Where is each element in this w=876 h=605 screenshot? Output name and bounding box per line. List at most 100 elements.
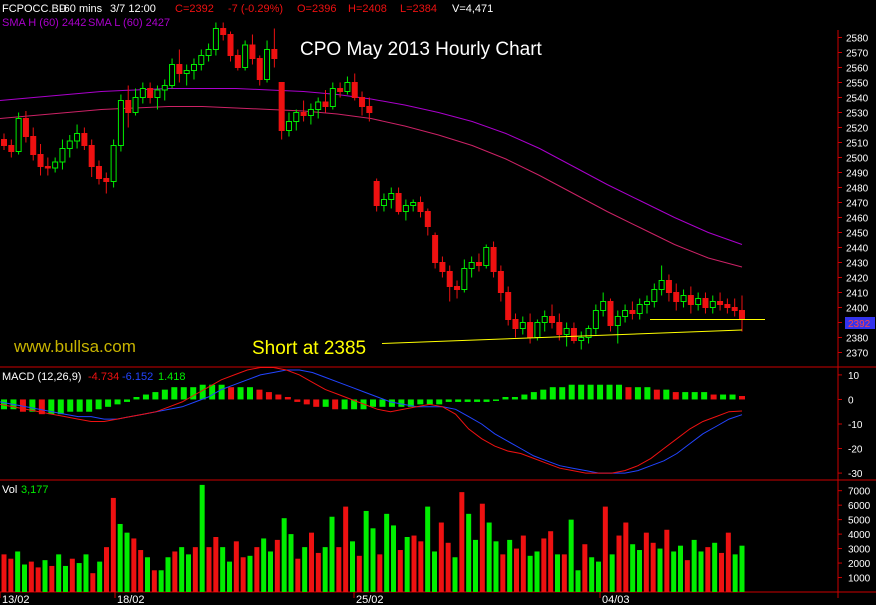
macd-histogram-bar bbox=[38, 399, 45, 415]
candle-body bbox=[264, 49, 271, 80]
candle-body bbox=[570, 328, 577, 341]
volume-bar bbox=[110, 497, 116, 592]
volume-bar bbox=[322, 547, 328, 592]
volume-bar bbox=[138, 550, 144, 592]
macd-panel[interactable] bbox=[0, 367, 745, 474]
macd-histogram-bar bbox=[190, 387, 197, 400]
volume-bar bbox=[363, 510, 369, 592]
volume-bar bbox=[261, 538, 267, 592]
volume-bar bbox=[35, 567, 41, 592]
macd-histogram-bar bbox=[265, 392, 272, 400]
high-label: H=2408 bbox=[348, 3, 387, 15]
x-tick-label: 13/02 bbox=[2, 594, 30, 605]
candle-body bbox=[417, 202, 424, 212]
candle-body bbox=[125, 100, 132, 113]
macd-histogram-bar bbox=[710, 394, 717, 400]
macd-histogram-bar bbox=[426, 399, 433, 405]
macd-histogram-bar bbox=[303, 399, 310, 405]
macd-histogram-bar bbox=[417, 399, 424, 405]
volume-bar bbox=[76, 563, 82, 592]
macd-histogram-bar bbox=[436, 399, 443, 405]
macd-histogram-bar bbox=[739, 396, 745, 400]
volume-bar bbox=[520, 535, 526, 592]
macd-histogram-bar bbox=[199, 384, 206, 400]
macd-tick-label: -30 bbox=[848, 469, 863, 480]
candle-body bbox=[636, 304, 643, 314]
volume-bar bbox=[650, 542, 656, 592]
volume-bar bbox=[56, 554, 62, 592]
volume-bar bbox=[117, 523, 123, 592]
candle-body bbox=[731, 307, 738, 311]
volume-bar bbox=[172, 551, 178, 592]
volume-bar bbox=[725, 532, 731, 592]
macd-histogram-bar bbox=[218, 384, 225, 400]
volume-bar bbox=[507, 539, 513, 592]
axes-labels: 2370238023902400241024202430244024502460… bbox=[0, 34, 871, 605]
volume-bar bbox=[459, 492, 465, 592]
sma-l-label: SMA L (60) 2427 bbox=[88, 17, 170, 29]
macd-histogram-bar bbox=[256, 389, 263, 400]
volume-bar bbox=[432, 551, 437, 592]
candle-body bbox=[234, 55, 241, 68]
macd-value: -4.734 bbox=[88, 371, 119, 383]
volume-bar bbox=[691, 539, 697, 592]
vol-value: 3,177 bbox=[21, 484, 49, 496]
macd-histogram-bar bbox=[86, 399, 93, 412]
candle-body bbox=[88, 145, 95, 167]
candle-body bbox=[395, 193, 402, 212]
macd-histogram-bar bbox=[95, 399, 102, 410]
candle-body bbox=[534, 322, 541, 338]
macd-histogram-bar bbox=[284, 397, 291, 400]
candle-body bbox=[220, 28, 227, 35]
watermark: www.bullsa.com bbox=[13, 337, 136, 356]
macd-histogram-bar bbox=[142, 394, 149, 400]
volume-bar bbox=[302, 547, 308, 592]
volume-bar bbox=[397, 550, 403, 592]
volume-bar bbox=[609, 554, 615, 592]
macd-histogram-bar bbox=[237, 387, 244, 400]
price-panel[interactable] bbox=[0, 22, 765, 350]
low-label: L=2384 bbox=[400, 3, 437, 15]
candle-body bbox=[242, 44, 249, 68]
volume-bar bbox=[15, 551, 21, 592]
candle-body bbox=[585, 328, 592, 338]
macd-histogram-bar bbox=[161, 389, 168, 400]
candle-body bbox=[622, 310, 629, 317]
vol-tick-label: 5000 bbox=[848, 516, 871, 527]
candle-body bbox=[337, 88, 344, 92]
candle-body bbox=[103, 178, 110, 182]
candle-body bbox=[322, 101, 329, 107]
volume-bar bbox=[274, 539, 280, 592]
volume-bar bbox=[548, 531, 554, 592]
candle-body bbox=[505, 292, 512, 320]
macd-histogram-bar bbox=[379, 399, 386, 407]
candle-body bbox=[468, 262, 475, 269]
candle-body bbox=[44, 166, 51, 169]
macd-histogram-bar bbox=[57, 399, 64, 415]
volume-bar bbox=[90, 573, 96, 592]
volume-bar bbox=[329, 516, 335, 592]
volume-bar bbox=[719, 552, 724, 592]
macd-histogram-bar bbox=[114, 399, 121, 405]
macd-histogram-bar bbox=[511, 397, 518, 400]
candle-body bbox=[37, 154, 44, 167]
macd-histogram-bar bbox=[616, 384, 622, 400]
volume-bar bbox=[623, 522, 629, 592]
sma-h-label: SMA H (60) 2442 bbox=[2, 17, 86, 29]
volume-bar bbox=[602, 506, 608, 592]
price-tick-label: 2510 bbox=[846, 139, 869, 150]
interval-label: -60 mins bbox=[60, 3, 103, 15]
volume-bar bbox=[589, 557, 595, 592]
volume-bar bbox=[596, 561, 601, 592]
candle-body bbox=[519, 322, 526, 329]
candle-body bbox=[475, 262, 482, 266]
hist-value: 1.418 bbox=[158, 371, 186, 383]
vol-tick-label: 6000 bbox=[848, 501, 871, 512]
volume-panel[interactable] bbox=[1, 484, 745, 592]
change-label: -7 (-0.29%) bbox=[228, 3, 283, 15]
candle-body bbox=[249, 44, 256, 59]
volume-bar bbox=[42, 560, 48, 592]
candle-body bbox=[702, 298, 709, 308]
sma-h-line bbox=[0, 88, 743, 245]
